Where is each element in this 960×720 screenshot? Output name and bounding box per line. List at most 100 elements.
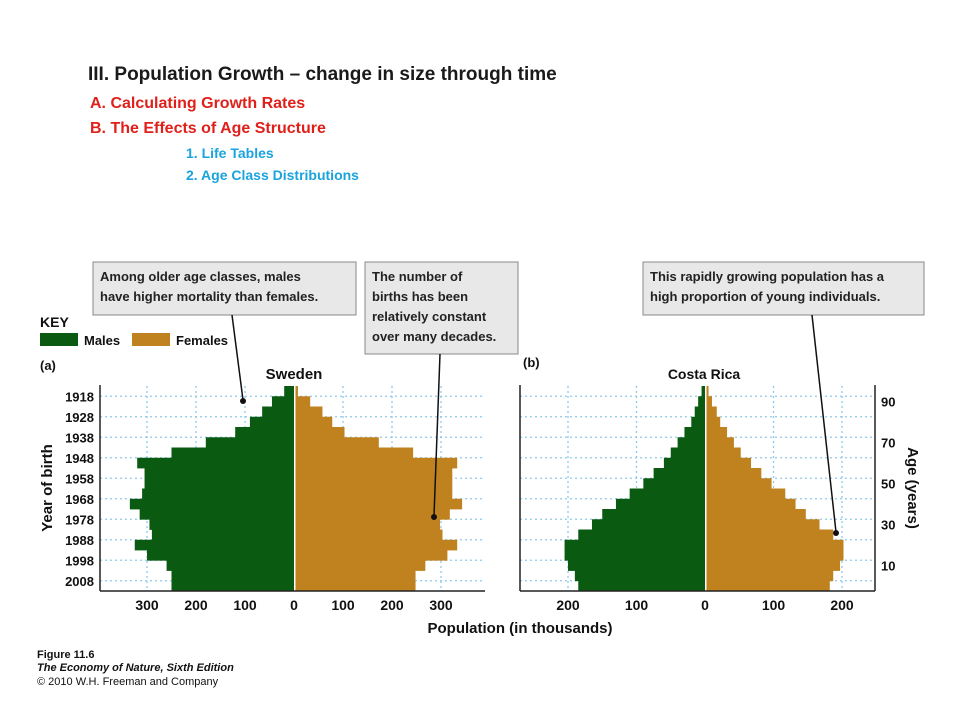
callout-births-line-1: The number of [372, 269, 463, 284]
sweden-y-tick-label: 1958 [65, 471, 94, 486]
sweden-female-bar [295, 457, 458, 469]
costa-rica-y-tick-label: 50 [881, 476, 895, 491]
callout-births-constant: The number of births has been relatively… [364, 261, 519, 355]
sweden-female-bar [295, 560, 426, 571]
sweden-x-tick-label: 300 [429, 597, 453, 613]
callout-young-line-1: This rapidly growing population has a [650, 269, 885, 284]
sweden-male-bar [249, 416, 294, 428]
caption-figure-number: Figure 11.6 [37, 649, 94, 661]
costa-rica-y-tick-label: 30 [881, 517, 895, 532]
sweden-male-bar [129, 498, 294, 510]
sweden-male-bar [171, 447, 294, 459]
costa-rica-male-bar [694, 406, 705, 418]
sweden-male-bar [137, 457, 294, 469]
key-swatch-females [132, 333, 170, 346]
costa-rica-chart-title: Costa Rica [668, 366, 741, 382]
costa-rica-y-axis-title: Age (years) [904, 447, 921, 529]
sweden-male-bar [284, 386, 294, 397]
costa-rica-y-tick-label: 70 [881, 435, 895, 450]
costa-rica-y-tick-label: 10 [881, 558, 895, 573]
sweden-female-bar [295, 386, 298, 397]
sweden-y-tick-label: 2008 [65, 574, 94, 589]
sweden-male-bar [144, 468, 294, 479]
sweden-female-bar [295, 396, 311, 407]
callout-young-line-2: high proportion of young individuals. [650, 289, 880, 304]
callout-male-mortality-dot [240, 398, 246, 404]
sweden-y-tick-label: 1988 [65, 533, 94, 548]
sweden-female-bar [295, 519, 441, 530]
costa-rica-female-bar [706, 396, 712, 407]
callout-young-population: This rapidly growing population has a hi… [642, 261, 925, 316]
sweden-female-bar [295, 447, 414, 459]
sweden-male-bar [134, 539, 294, 551]
costa-rica-male-bar [691, 416, 705, 428]
sweden-x-tick-label: 100 [331, 597, 355, 613]
costa-rica-male-bar [615, 498, 705, 510]
sweden-female-bar [295, 468, 453, 479]
costa-rica-male-bar [670, 447, 705, 459]
sweden-male-bar [147, 550, 294, 561]
costa-rica-male-bar [574, 570, 705, 582]
sweden-male-bar [171, 580, 294, 592]
costa-rica-male-bar [684, 427, 705, 438]
costa-rica-female-bar [706, 509, 806, 520]
key-title: KEY [40, 314, 69, 330]
costa-rica-male-bar [677, 437, 705, 448]
costa-rica-male-bar [698, 396, 705, 407]
costa-rica-male-bar [701, 386, 705, 397]
costa-rica-female-bar [706, 560, 841, 571]
slide-title: III. Population Growth – change in size … [88, 64, 557, 85]
sweden-y-tick-label: 1938 [65, 430, 94, 445]
outline-item-life-tables: 1. Life Tables [186, 145, 274, 161]
callout-births-line-4: over many decades. [372, 329, 496, 344]
costa-rica-x-tick-label: 200 [830, 597, 854, 613]
sweden-male-bar [262, 406, 294, 418]
key-swatch-males [40, 333, 78, 346]
callout-births-line-3: relatively constant [372, 309, 487, 324]
costa-rica-female-bar [706, 539, 844, 551]
sweden-x-tick-label: 200 [380, 597, 404, 613]
sweden-y-tick-labels: 1918 1928 1938 1948 1958 1968 1978 1988 1998 2008 [65, 389, 94, 589]
costa-rica-x-tick-labels: 200 100 0 100 200 [556, 597, 854, 613]
sweden-x-tick-label: 200 [184, 597, 208, 613]
outline-item-age-class-distributions: 2. Age Class Distributions [186, 167, 359, 183]
costa-rica-bars [564, 386, 844, 592]
sweden-male-bar [151, 529, 294, 541]
costa-rica-x-tick-label: 100 [625, 597, 649, 613]
costa-rica-male-bar [663, 457, 705, 469]
sweden-y-tick-label: 1948 [65, 451, 94, 466]
costa-rica-male-bar [591, 519, 705, 530]
sweden-female-bar [295, 498, 463, 510]
sweden-female-bar [295, 570, 416, 582]
panel-a-letter: (a) [40, 358, 56, 373]
panel-b-letter: (b) [523, 355, 540, 370]
costa-rica-female-bar [706, 570, 834, 582]
sweden-x-tick-label: 0 [290, 597, 298, 613]
sweden-y-tick-label: 1918 [65, 389, 94, 404]
costa-rica-x-tick-label: 200 [556, 597, 580, 613]
sweden-female-bar [295, 539, 458, 551]
callout-male-mortality: Among older age classes, males have high… [92, 261, 357, 316]
sweden-y-tick-label: 1978 [65, 512, 94, 527]
callout-births-pointer [433, 353, 441, 517]
costa-rica-male-bar [629, 488, 705, 500]
outline-item-calculating-growth-rates: A. Calculating Growth Rates [90, 95, 306, 112]
callout-young-pointer [811, 314, 837, 533]
costa-rica-female-bar [706, 447, 741, 459]
sweden-y-tick-label: 1968 [65, 492, 94, 507]
costa-rica-male-bar [578, 529, 705, 541]
key-label-males: Males [84, 333, 120, 348]
costa-rica-female-bar [706, 468, 762, 479]
sweden-female-bar [295, 550, 448, 561]
sweden-chart-title: Sweden [266, 366, 323, 383]
callout-births-dot [431, 514, 437, 520]
sweden-bars [129, 386, 463, 592]
key-label-females: Females [176, 333, 228, 348]
costa-rica-female-bar [706, 580, 830, 592]
sweden-male-bar [142, 488, 294, 500]
sweden-male-bar [139, 509, 294, 520]
costa-rica-male-bar [564, 550, 705, 561]
costa-rica-x-tick-label: 0 [701, 597, 709, 613]
sweden-female-bar [295, 478, 453, 489]
